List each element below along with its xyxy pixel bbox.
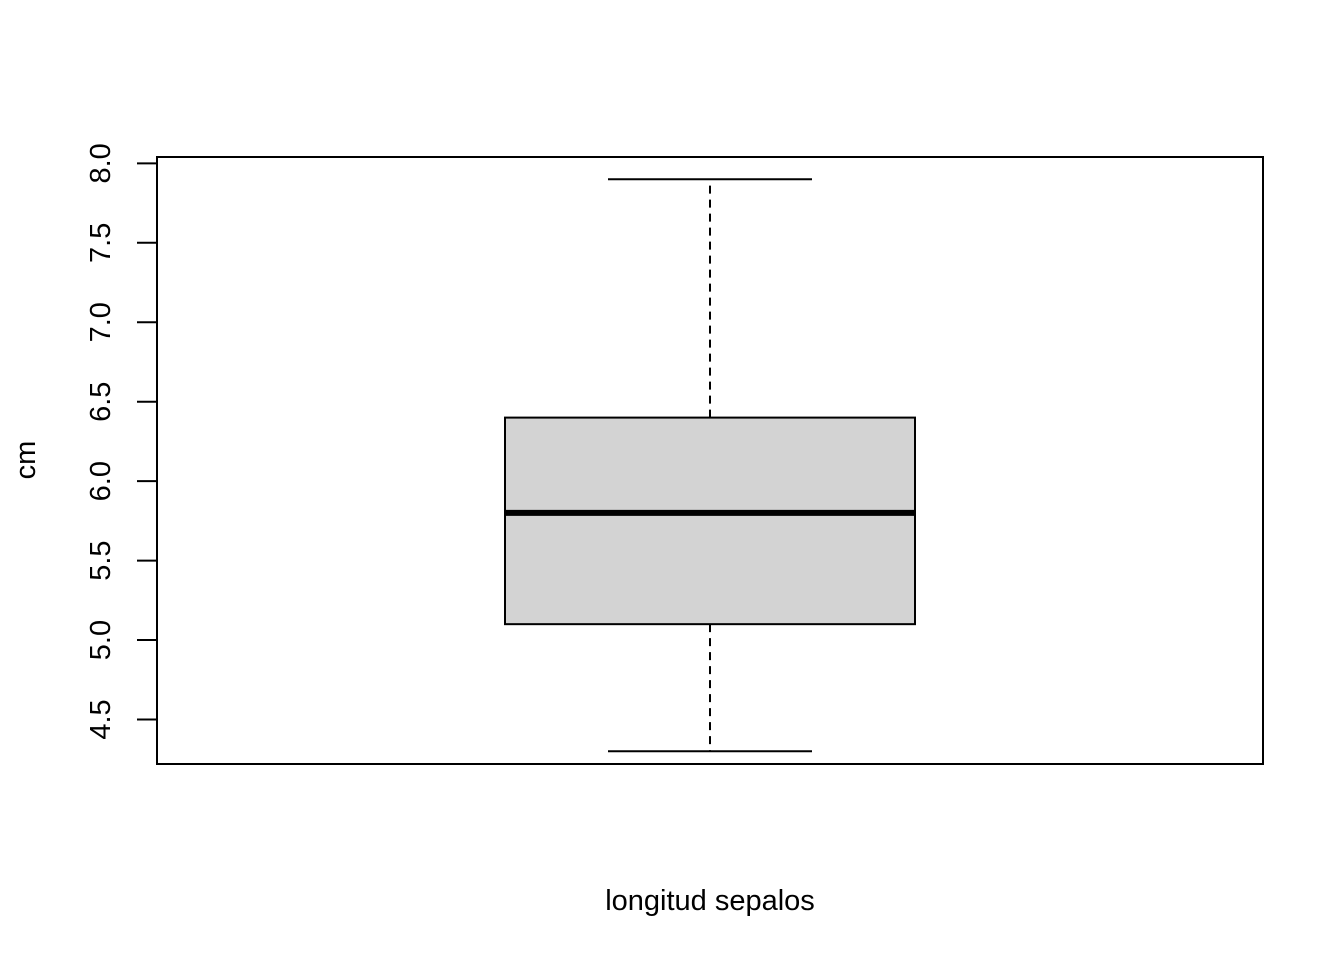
box-plot	[504, 178, 916, 753]
y-tick-label: 4.5	[85, 699, 117, 739]
y-tick-label: 5.5	[85, 540, 117, 580]
y-tick-label: 7.0	[85, 302, 117, 342]
y-axis: 4.5 5.0 5.5 6.0 6.5 7.0 7.5 8.0	[85, 143, 158, 740]
y-tick-label: 7.5	[85, 223, 117, 263]
y-tick-label: 6.0	[85, 461, 117, 501]
x-axis-label: longitud sepalos	[605, 885, 815, 917]
y-tick-label: 6.5	[85, 382, 117, 422]
y-tick-label: 8.0	[85, 143, 117, 183]
y-axis-label: cm	[10, 441, 42, 480]
iqr-box	[504, 416, 916, 626]
y-tick-label: 5.0	[85, 620, 117, 660]
